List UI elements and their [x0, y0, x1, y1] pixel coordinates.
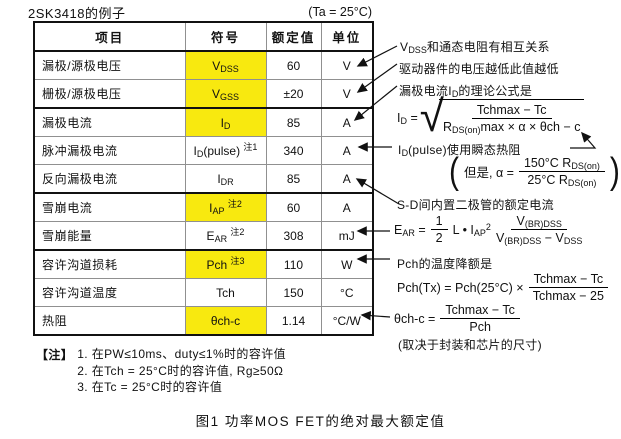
unit-cell: V	[320, 79, 374, 109]
annotation-pch-derate: Pch的温度降额是	[397, 257, 493, 271]
item-cell: 反向漏极电流	[33, 164, 186, 194]
annotation-vdss: VDSS和通态电阻有相互关系	[400, 40, 550, 55]
unit-cell: °C	[320, 278, 374, 307]
unit-cell: A	[320, 107, 374, 137]
unit-cell: A	[320, 136, 374, 165]
annotation-drive-voltage: 驱动器件的电压越低此值越低	[399, 62, 559, 76]
footnote-item: 3. 在Tc = 25°C时的容许值	[77, 380, 223, 394]
ratings-table: 项目 符号 额定值 单位 漏极/源极电压 VDSS 60 V 栅极/源极电压 VGSS ±20 V 漏…	[33, 21, 374, 336]
footnote-item: 2. 在Tch = 25°C时的容许值, Rg≥50Ω	[77, 363, 284, 378]
symbol-cell: Tch	[184, 278, 267, 307]
value-cell: 60	[265, 50, 322, 80]
value-cell: 1.14	[265, 306, 322, 336]
value-cell: ±20	[265, 79, 322, 109]
symbol-cell: IAP 注2	[184, 192, 267, 222]
value-cell: 340	[265, 136, 322, 165]
column-header-2: 额定值	[265, 21, 322, 52]
annotation-id-pulse: ID(pulse)使用瞬态热阻	[398, 143, 521, 158]
item-cell: 热阻	[33, 306, 186, 336]
table-row: 漏极/源极电压 VDSS 60 V	[33, 50, 374, 80]
close-paren: )	[609, 150, 620, 192]
value-cell: 150	[265, 278, 322, 307]
footnote-label: 【注】	[36, 348, 74, 362]
value-cell: 60	[265, 192, 322, 222]
value-cell: 110	[265, 249, 322, 279]
column-header-3: 单位	[320, 21, 374, 52]
page-title: 2SK3418的例子	[28, 6, 126, 21]
table-row: 漏极电流 ID 85 A	[33, 107, 374, 137]
figure-caption: 图1 功率MOS FET的绝对最大额定值	[195, 414, 446, 429]
symbol-cell: VGSS	[184, 79, 267, 109]
footnote-list: 1. 在PW≤10ms、duty≤1%时的容许值 2. 在Tch = 25°C时的…	[77, 346, 286, 396]
table-header-row: 项目 符号 额定值 单位	[33, 21, 374, 52]
formula-ear: EAR = 1 2 L • IAP2 V(BR)DSS V(BR)DSS − V…	[394, 214, 583, 246]
formula-theta: θch-c = Tchmax − Tc Pch	[394, 303, 520, 334]
annotation-sd-diode: S-D间内置二极管的额定电流	[397, 198, 554, 212]
symbol-cell: VDSS	[184, 50, 267, 80]
symbol-cell: EAR 注2	[184, 221, 267, 251]
sqrt-radical: √ Tchmax − Tc RDS(on)max × α × θch − c	[420, 95, 585, 139]
open-paren: (	[449, 150, 459, 192]
value-cell: 308	[265, 221, 322, 251]
table-row: 脉冲漏极电流 ID(pulse) 注1 340 A	[33, 136, 374, 165]
item-cell: 雪崩电流	[33, 192, 186, 222]
item-cell: 容许沟道损耗	[33, 249, 186, 279]
symbol-cell: ID	[184, 107, 267, 137]
item-cell: 容许沟道温度	[33, 278, 186, 307]
value-cell: 85	[265, 107, 322, 137]
table-row: 容许沟道损耗 Pch 注3 110 W	[33, 249, 374, 279]
annotation-id-formula-intro: 漏极电流ID的理论公式是	[399, 84, 533, 99]
footnotes: 【注】 1. 在PW≤10ms、duty≤1%时的容许值 2. 在Tch = 25…	[36, 346, 286, 396]
item-cell: 漏极/源极电压	[33, 50, 186, 80]
item-cell: 漏极电流	[33, 107, 186, 137]
table-row: 反向漏极电流 IDR 85 A	[33, 164, 374, 194]
annotation-package-note: (取决于封装和芯片的尺寸)	[398, 338, 542, 352]
symbol-cell: Pch 注3	[184, 249, 267, 279]
item-cell: 栅极/源极电压	[33, 79, 186, 109]
unit-cell: V	[320, 50, 374, 80]
table-row: 栅极/源极电压 VGSS ±20 V	[33, 79, 374, 109]
item-cell: 雪崩能量	[33, 221, 186, 251]
formula-id: ID = √ Tchmax − Tc RDS(on)max × α × θch …	[397, 95, 585, 139]
symbol-cell: ID(pulse) 注1	[184, 136, 267, 165]
table-row: 雪崩能量 EAR 注2 308 mJ	[33, 221, 374, 251]
unit-cell: W	[320, 249, 374, 279]
column-header-1: 符号	[184, 21, 267, 52]
footnote-item: 1. 在PW≤10ms、duty≤1%时的容许值	[77, 347, 287, 361]
symbol-cell: IDR	[184, 164, 267, 194]
ratings-table-body: 漏极/源极电压 VDSS 60 V 栅极/源极电压 VGSS ±20 V 漏极电流 ID 85 A 脉冲…	[33, 50, 374, 336]
value-cell: 85	[265, 164, 322, 194]
formula-alpha: ( 但是, α = 150°C RDS(on) 25°C RDS(on) )	[449, 150, 620, 192]
table-row: 热阻 θch-c 1.14 °C/W	[33, 306, 374, 336]
unit-cell: mJ	[320, 221, 374, 251]
symbol-cell: θch-c	[184, 306, 267, 336]
unit-cell: A	[320, 192, 374, 222]
unit-cell: °C/W	[320, 306, 374, 336]
column-header-0: 项目	[33, 21, 186, 52]
formula-pch: Pch(Tx) = Pch(25°C) × Tchmax − Tc Tchmax…	[397, 272, 609, 303]
item-cell: 脉冲漏极电流	[33, 136, 186, 165]
test-condition: (Ta = 25°C)	[308, 5, 372, 19]
unit-cell: A	[320, 164, 374, 194]
table-row: 雪崩电流 IAP 注2 60 A	[33, 192, 374, 222]
table-row: 容许沟道温度 Tch 150 °C	[33, 278, 374, 307]
